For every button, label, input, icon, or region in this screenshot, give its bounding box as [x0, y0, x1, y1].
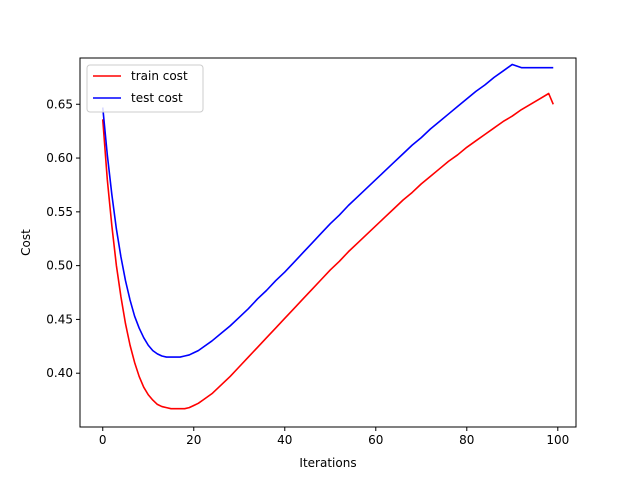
series-layer [101, 63, 554, 410]
legend-label-test-cost: test cost [131, 91, 183, 105]
y-tick-label: 0.60 [46, 151, 73, 165]
y-tick-label: 0.45 [46, 312, 73, 326]
x-axis-title: Iterations [299, 456, 356, 470]
legend-label-train-cost: train cost [131, 69, 188, 83]
axes-frame [79, 57, 577, 428]
y-tick-label: 0.55 [46, 205, 73, 219]
x-tick-label: 100 [546, 433, 569, 447]
x-tick-label: 60 [368, 433, 383, 447]
y-tick-label: 0.50 [46, 259, 73, 273]
y-axis-ticks: 0.40 0.45 0.50 0.55 0.60 0.65 [46, 97, 80, 380]
plot-area [79, 57, 577, 428]
y-tick-label: 0.40 [46, 366, 73, 380]
x-axis-ticks: 0 20 40 60 80 100 [99, 427, 569, 447]
x-tick-label: 40 [277, 433, 292, 447]
legend: train cost test cost [86, 64, 204, 113]
x-tick-label: 0 [99, 433, 107, 447]
series-line-test-cost [101, 63, 554, 358]
y-tick-label: 0.65 [46, 97, 73, 111]
x-tick-label: 20 [186, 433, 201, 447]
series-line-train-cost [101, 92, 554, 410]
y-axis-title: Cost [19, 229, 33, 256]
x-tick-label: 80 [459, 433, 474, 447]
